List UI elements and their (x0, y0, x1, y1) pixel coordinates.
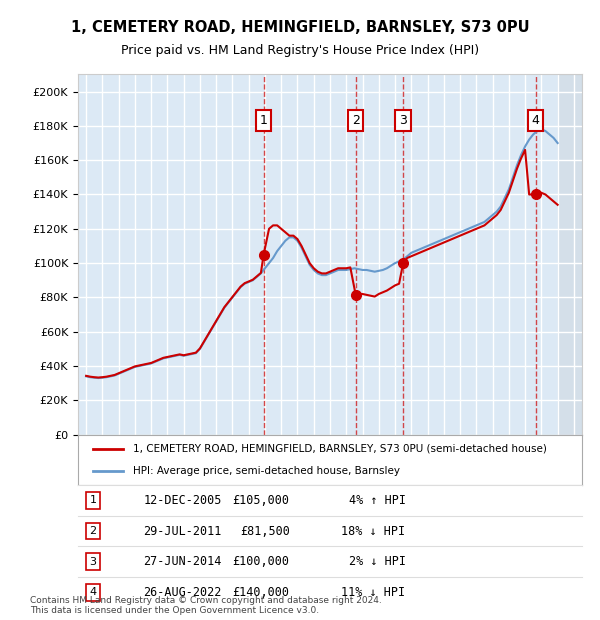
Text: 1, CEMETERY ROAD, HEMINGFIELD, BARNSLEY, S73 0PU: 1, CEMETERY ROAD, HEMINGFIELD, BARNSLEY,… (71, 20, 529, 35)
Text: 2% ↓ HPI: 2% ↓ HPI (349, 555, 406, 568)
Text: 1: 1 (260, 114, 268, 127)
Text: Contains HM Land Registry data © Crown copyright and database right 2024.
This d: Contains HM Land Registry data © Crown c… (30, 596, 382, 615)
Text: 27-JUN-2014: 27-JUN-2014 (143, 555, 222, 568)
Text: 26-AUG-2022: 26-AUG-2022 (143, 586, 222, 599)
Text: 2: 2 (89, 526, 97, 536)
Text: 1, CEMETERY ROAD, HEMINGFIELD, BARNSLEY, S73 0PU (semi-detached house): 1, CEMETERY ROAD, HEMINGFIELD, BARNSLEY,… (133, 444, 547, 454)
Text: 29-JUL-2011: 29-JUL-2011 (143, 525, 222, 538)
Bar (557, 74, 582, 435)
Text: 3: 3 (399, 114, 407, 127)
Text: 2: 2 (352, 114, 359, 127)
Text: 3: 3 (89, 557, 97, 567)
Text: Price paid vs. HM Land Registry's House Price Index (HPI): Price paid vs. HM Land Registry's House … (121, 45, 479, 57)
Text: HPI: Average price, semi-detached house, Barnsley: HPI: Average price, semi-detached house,… (133, 466, 400, 476)
Text: 4% ↑ HPI: 4% ↑ HPI (349, 494, 406, 507)
Text: £140,000: £140,000 (233, 586, 290, 599)
Text: 18% ↓ HPI: 18% ↓ HPI (341, 525, 406, 538)
Text: £105,000: £105,000 (233, 494, 290, 507)
Text: 4: 4 (89, 587, 97, 597)
Text: £81,500: £81,500 (240, 525, 290, 538)
Text: 12-DEC-2005: 12-DEC-2005 (143, 494, 222, 507)
Text: 11% ↓ HPI: 11% ↓ HPI (341, 586, 406, 599)
Text: £100,000: £100,000 (233, 555, 290, 568)
Text: 4: 4 (532, 114, 539, 127)
Text: 1: 1 (89, 495, 97, 505)
